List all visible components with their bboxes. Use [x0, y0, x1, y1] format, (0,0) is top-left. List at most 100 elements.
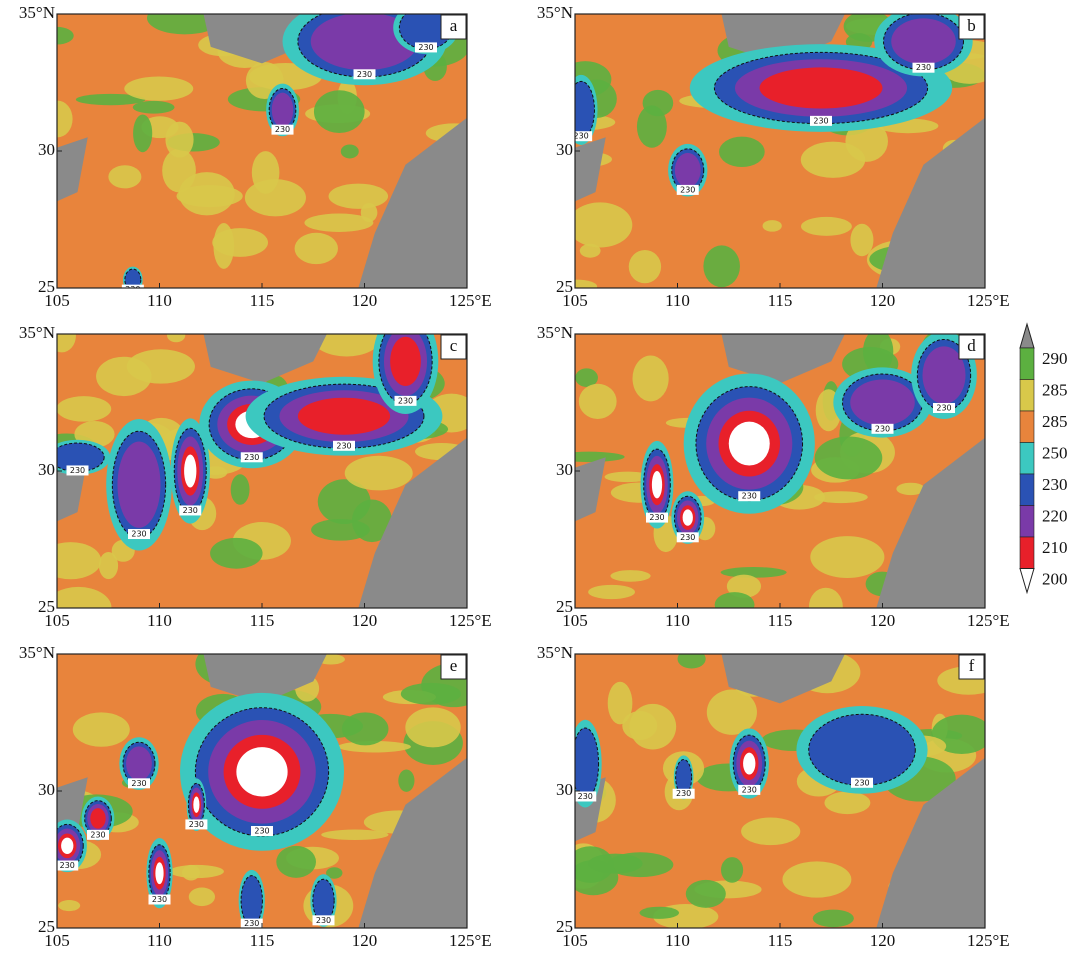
colorbar-label: 220: [1042, 506, 1068, 525]
cloud-patch: [762, 220, 782, 232]
cloud-system: [575, 80, 595, 139]
cloud-patch: [340, 144, 359, 159]
y-tick-label: 25: [556, 917, 573, 936]
contour-label-box: [128, 529, 150, 540]
cloud-patch: [801, 216, 852, 236]
contour-label-box: [738, 491, 761, 502]
y-tick-label: 30: [38, 140, 55, 159]
cloud-patch: [607, 852, 674, 878]
contour-label-box: [240, 452, 263, 463]
cloud-patch: [588, 584, 636, 600]
contour-label: 230: [742, 492, 757, 501]
colorbar-segment: [1019, 347, 1035, 380]
x-tick-label: 115: [250, 931, 275, 950]
x-tick-label: 105: [562, 931, 588, 950]
gray-area: [876, 117, 985, 288]
cloud-patch: [719, 136, 765, 168]
cloud-patch: [188, 887, 216, 907]
contour-label: 230: [152, 895, 167, 904]
cloud-patch: [720, 567, 787, 578]
cloud-system: [310, 14, 419, 71]
cloud-patch: [604, 471, 651, 483]
cloud-patch: [782, 861, 852, 898]
map: 230 230 230 230: [575, 654, 985, 928]
contour-label: 230: [649, 513, 664, 522]
contour-label-box: [851, 777, 873, 788]
cloud-patch: [341, 712, 389, 746]
cloud-patch: [677, 654, 706, 669]
contour-label-box: [933, 402, 955, 413]
cloud-system: [184, 454, 197, 488]
contour-label: 230: [398, 396, 413, 405]
x-tick-label: 105: [44, 611, 70, 630]
cloud-patch: [578, 383, 617, 419]
contour-label-box: [57, 860, 79, 871]
x-tick-label: 110: [665, 291, 690, 310]
gray-area: [203, 334, 327, 384]
contour-label-box: [810, 115, 832, 126]
cloud-patch: [165, 121, 194, 158]
colorbar-segment: [1019, 410, 1035, 443]
cloud-patch: [629, 703, 677, 750]
contour-label-box: [575, 791, 597, 802]
colorbar-segment: [1019, 536, 1035, 569]
cloud-patch: [57, 26, 74, 45]
cloud-patch: [896, 482, 926, 496]
colorbar-label: 230: [1042, 475, 1068, 494]
cloud-patch: [812, 909, 854, 928]
contour-label: 230: [357, 70, 372, 79]
map: 230 230 230 230: [575, 14, 985, 288]
contour-label-box: [128, 778, 150, 789]
contour-label: 230: [125, 285, 140, 294]
x-tick-label: 115: [250, 611, 275, 630]
x-tick-label: 110: [147, 931, 172, 950]
y-tick-label: 25: [556, 277, 573, 296]
y-tick-label: 25: [38, 597, 55, 616]
cloud-system: [271, 92, 294, 128]
contour-label-box: [676, 184, 699, 195]
colorbar-segment: [1019, 379, 1035, 412]
cloud-system: [922, 346, 966, 404]
cloud-patch: [72, 712, 130, 747]
colorbar-label: 200: [1042, 569, 1068, 588]
contour-label: 230: [60, 861, 75, 870]
cloud-patch: [610, 570, 651, 582]
cloud-patch: [304, 213, 374, 233]
cloud-patch: [321, 829, 389, 841]
colorbar-label: 285: [1042, 412, 1068, 431]
panel-label: f: [969, 656, 975, 675]
cloud-patch: [720, 857, 744, 883]
cloud-patch: [311, 518, 370, 541]
colorbar-segment: [1019, 473, 1035, 506]
cloud-patch: [57, 396, 112, 422]
cloud-patch: [579, 243, 601, 258]
cloud-patch: [726, 574, 762, 598]
y-tick-label: 30: [556, 780, 573, 799]
x-tick-label: 110: [665, 931, 690, 950]
panel-label-box: [440, 334, 467, 360]
cloud-patch: [703, 245, 740, 288]
panel-label: b: [967, 16, 976, 35]
x-tick-label: 125°E: [449, 291, 492, 310]
cloud-patch: [167, 334, 186, 343]
y-tick-label: 30: [556, 460, 573, 479]
cloud-system: [126, 746, 152, 781]
cloud-system: [90, 808, 106, 829]
cloud-patch: [639, 906, 680, 919]
cloud-system: [61, 837, 74, 855]
cloud-system: [117, 441, 161, 528]
y-tick-label: 30: [38, 780, 55, 799]
map: 230 230 230 230 230: [575, 334, 985, 608]
cloud-patch: [862, 334, 894, 374]
contour-label-box: [646, 512, 668, 523]
x-tick-label: 125°E: [967, 931, 1010, 950]
cloud-patch: [628, 249, 662, 284]
x-tick-label: 105: [44, 931, 70, 950]
contour-label-box: [912, 62, 935, 73]
colorbar-segment: [1019, 505, 1035, 538]
x-tick-label: 125°E: [449, 611, 492, 630]
cloud-patch: [96, 356, 152, 397]
y-tick-label: 25: [38, 277, 55, 296]
cloud-patch: [814, 491, 868, 504]
